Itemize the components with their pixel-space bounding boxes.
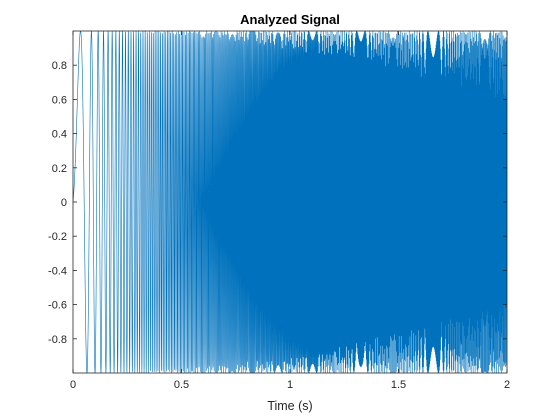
y-axis: 0.8 0.6 0.4 0.2 0 -0.2 -0.4 -0.6 -0.8 bbox=[48, 60, 507, 346]
y-tick-label: 0 bbox=[61, 197, 67, 209]
series-layer bbox=[73, 31, 507, 373]
y-tick-label: 0.2 bbox=[52, 163, 67, 175]
y-tick-label: 0.4 bbox=[52, 129, 67, 141]
x-tick-label: 2 bbox=[504, 379, 510, 391]
y-tick-label: -0.4 bbox=[48, 265, 67, 277]
y-tick-label: -0.8 bbox=[48, 334, 67, 346]
signal-series-line bbox=[73, 31, 507, 373]
y-tick-label: -0.6 bbox=[48, 300, 67, 312]
y-tick-label: -0.2 bbox=[48, 231, 67, 243]
x-tick-label: 0.5 bbox=[174, 379, 189, 391]
chart-title: Analyzed Signal bbox=[240, 12, 340, 27]
y-tick-label: 0.8 bbox=[52, 60, 67, 72]
x-axis: 0 0.5 1 1.5 2 bbox=[70, 31, 510, 391]
y-tick-label: 0.6 bbox=[52, 94, 67, 106]
x-tick-label: 1 bbox=[287, 379, 293, 391]
x-tick-label: 0 bbox=[70, 379, 76, 391]
x-tick-label: 1.5 bbox=[391, 379, 406, 391]
x-axis-label: Time (s) bbox=[267, 399, 312, 413]
